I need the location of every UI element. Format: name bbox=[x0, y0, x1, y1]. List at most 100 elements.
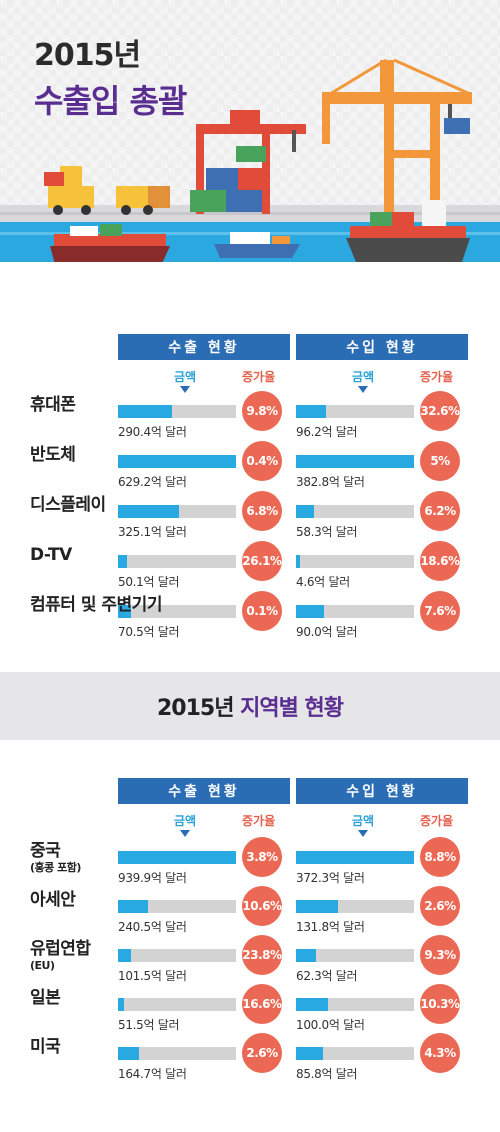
section2-title: 2015년 지역별 현황 bbox=[156, 696, 344, 721]
bar bbox=[118, 851, 236, 864]
category-label: 아세안 bbox=[30, 890, 76, 910]
bar bbox=[118, 949, 131, 962]
category-label: 디스플레이 bbox=[30, 495, 106, 515]
port-illustration bbox=[0, 58, 500, 262]
growth-rate-badge: 9.3% bbox=[420, 935, 460, 975]
rate-label: 증가율 bbox=[420, 370, 454, 384]
hero-title: 수출입 총괄 bbox=[34, 82, 187, 120]
bar-track bbox=[296, 949, 414, 962]
bar bbox=[118, 1047, 139, 1060]
export-header: 수출 현황 bbox=[118, 778, 290, 804]
category-name: 미국 bbox=[30, 1037, 61, 1057]
amount-label: 금액 bbox=[174, 814, 197, 828]
growth-rate-badge: 8.8% bbox=[420, 837, 460, 877]
amount-value: 240.5억 달러 bbox=[118, 920, 187, 934]
amount-label: 금액 bbox=[352, 814, 375, 828]
growth-rate-badge: 16.6% bbox=[242, 984, 282, 1024]
growth-rate-badge: 26.1% bbox=[242, 541, 282, 581]
bar bbox=[296, 405, 326, 418]
section-divider: 2015년 지역별 현황 bbox=[0, 672, 500, 740]
growth-rate-badge: 0.4% bbox=[242, 441, 282, 481]
bar-track bbox=[118, 1047, 236, 1060]
down-arrow-icon bbox=[180, 830, 190, 837]
bar bbox=[118, 555, 128, 568]
bar bbox=[296, 1047, 324, 1060]
bar-track bbox=[296, 998, 414, 1011]
bar-track bbox=[296, 505, 414, 518]
bar-track bbox=[118, 455, 236, 468]
amount-value: 96.2억 달러 bbox=[296, 425, 358, 439]
amount-value: 4.6억 달러 bbox=[296, 575, 350, 589]
export-header: 수출 현황 bbox=[118, 334, 290, 360]
category-label: D-TV bbox=[30, 545, 72, 565]
bar bbox=[296, 851, 414, 864]
category-label: 휴대폰 bbox=[30, 395, 76, 415]
bar-track bbox=[296, 900, 414, 913]
bar-track bbox=[118, 900, 236, 913]
amount-value: 372.3억 달러 bbox=[296, 871, 365, 885]
bar bbox=[118, 505, 179, 518]
category-name: 아세안 bbox=[30, 890, 76, 910]
bar bbox=[118, 900, 149, 913]
rate-label: 증가율 bbox=[242, 814, 276, 828]
bar bbox=[296, 949, 316, 962]
bar-track bbox=[296, 851, 414, 864]
growth-rate-badge: 9.8% bbox=[242, 391, 282, 431]
bar bbox=[296, 998, 328, 1011]
bar-track bbox=[296, 605, 414, 618]
bar bbox=[118, 605, 132, 618]
bar bbox=[296, 555, 300, 568]
section-regional: 수출 현황 금액 증가율 3.8% 939.9억 달러 10.6% 240.5억 달러 23.… bbox=[0, 740, 500, 1132]
growth-rate-badge: 5% bbox=[420, 441, 460, 481]
growth-rate-badge: 0.1% bbox=[242, 591, 282, 631]
amount-value: 101.5억 달러 bbox=[118, 969, 187, 983]
bar-track bbox=[118, 851, 236, 864]
category-label: 컴퓨터 및 주변기기 bbox=[30, 595, 162, 615]
category-label: 중국 (홍콩 포함) bbox=[30, 841, 81, 874]
amount-label: 금액 bbox=[352, 370, 375, 384]
category-label: 일본 bbox=[30, 988, 61, 1008]
category-name: 컴퓨터 및 주변기기 bbox=[30, 595, 162, 615]
category-label: 반도체 bbox=[30, 445, 76, 465]
amount-value: 58.3억 달러 bbox=[296, 525, 358, 539]
category-name: 디스플레이 bbox=[30, 495, 106, 515]
bar-track bbox=[118, 998, 236, 1011]
amount-value: 90.0억 달러 bbox=[296, 625, 358, 639]
category-name: 중국 bbox=[30, 841, 61, 861]
bar bbox=[296, 455, 414, 468]
bar-track bbox=[118, 405, 236, 418]
amount-value: 51.5억 달러 bbox=[118, 1018, 180, 1032]
bar-track bbox=[118, 605, 236, 618]
growth-rate-badge: 32.6% bbox=[420, 391, 460, 431]
growth-rate-badge: 3.8% bbox=[242, 837, 282, 877]
amount-label: 금액 bbox=[174, 370, 197, 384]
category-note: (홍콩 포함) bbox=[30, 861, 81, 874]
bar bbox=[118, 455, 236, 468]
bar-track bbox=[118, 949, 236, 962]
amount-value: 939.9억 달러 bbox=[118, 871, 187, 885]
bar-track bbox=[296, 405, 414, 418]
amount-value: 131.8억 달러 bbox=[296, 920, 365, 934]
amount-value: 382.8억 달러 bbox=[296, 475, 365, 489]
amount-value: 50.1억 달러 bbox=[118, 575, 180, 589]
amount-value: 325.1억 달러 bbox=[118, 525, 187, 539]
growth-rate-badge: 6.8% bbox=[242, 491, 282, 531]
growth-rate-badge: 2.6% bbox=[420, 886, 460, 926]
growth-rate-badge: 23.8% bbox=[242, 935, 282, 975]
bar-track bbox=[296, 1047, 414, 1060]
hero-year: 2015년 bbox=[34, 38, 141, 73]
growth-rate-badge: 7.6% bbox=[420, 591, 460, 631]
section-overview: 수출 현황 금액 증가율 9.8% 290.4억 달러 0.4% 629.2억 달러 6.8%… bbox=[0, 262, 500, 672]
growth-rate-badge: 10.3% bbox=[420, 984, 460, 1024]
category-name: 반도체 bbox=[30, 445, 76, 465]
amount-value: 70.5억 달러 bbox=[118, 625, 180, 639]
category-note: (EU) bbox=[30, 959, 55, 972]
import-header: 수입 현황 bbox=[296, 334, 468, 360]
bar-track bbox=[296, 555, 414, 568]
growth-rate-badge: 6.2% bbox=[420, 491, 460, 531]
category-label: 유럽연합 (EU) bbox=[30, 939, 91, 972]
bar bbox=[118, 998, 125, 1011]
amount-value: 629.2억 달러 bbox=[118, 475, 187, 489]
category-label: 미국 bbox=[30, 1037, 61, 1057]
growth-rate-badge: 18.6% bbox=[420, 541, 460, 581]
